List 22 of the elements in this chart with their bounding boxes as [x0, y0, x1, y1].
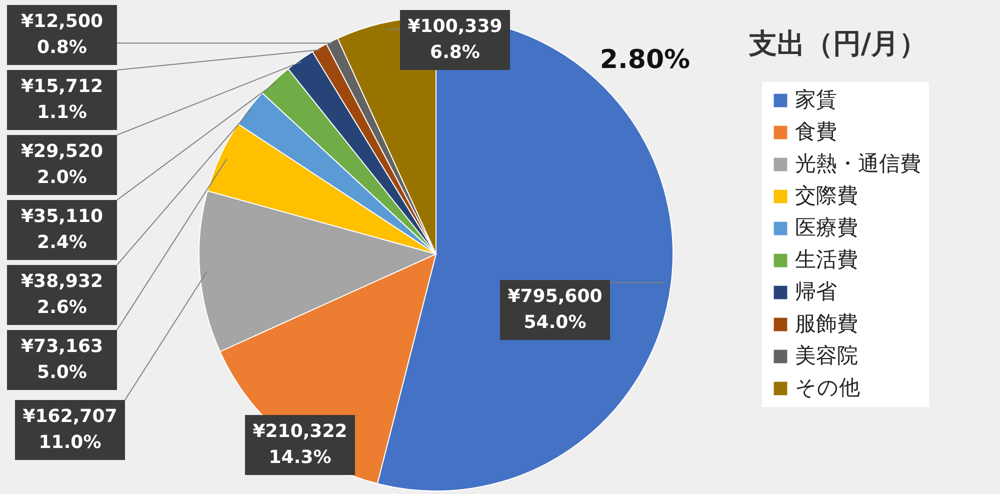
legend-label: 帰省: [795, 280, 837, 304]
data-label: ¥162,707 11.0%: [22, 406, 118, 453]
text: 支出（円/月）: [748, 27, 928, 60]
data-label: ¥38,932 2.6%: [21, 271, 103, 318]
legend-label: 服飾費: [795, 312, 858, 336]
legend-label: 生活費: [795, 248, 858, 272]
data-label: ¥35,110 2.4%: [21, 206, 103, 253]
data-label: ¥73,163 5.0%: [21, 336, 103, 383]
data-label: ¥210,322 14.3%: [252, 421, 348, 468]
legend-label: 食費: [795, 120, 837, 144]
legend-label: 家賃: [795, 88, 837, 112]
legend-label: 交際費: [795, 184, 858, 208]
data-label: ¥15,712 1.1%: [21, 76, 103, 123]
data-label: ¥12,500 0.8%: [21, 11, 103, 58]
text: 2.80%: [600, 45, 690, 75]
legend-label: その他: [795, 376, 860, 400]
legend-label: 医療費: [795, 216, 858, 240]
data-label: ¥795,600 54.0%: [508, 286, 602, 333]
legend-label: 光熱・通信費: [795, 152, 921, 176]
data-label: ¥29,520 2.0%: [21, 141, 103, 188]
legend-label: 美容院: [795, 344, 858, 368]
data-label: ¥100,339 6.8%: [408, 16, 502, 63]
